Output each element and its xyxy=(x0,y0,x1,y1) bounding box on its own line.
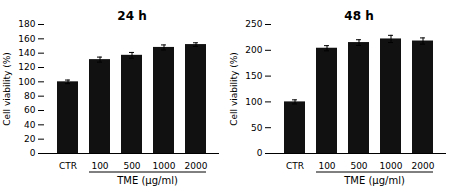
svg-text:500: 500 xyxy=(123,161,140,171)
svg-text:1000: 1000 xyxy=(380,161,403,171)
svg-text:140: 140 xyxy=(18,48,35,58)
svg-text:0: 0 xyxy=(30,148,36,158)
svg-text:24 h: 24 h xyxy=(117,9,146,23)
svg-text:1000: 1000 xyxy=(153,161,176,171)
svg-text:150: 150 xyxy=(245,71,262,81)
svg-text:Cell viability (%): Cell viability (%) xyxy=(2,52,12,126)
svg-text:TME (μg/ml): TME (μg/ml) xyxy=(343,175,405,186)
svg-text:100: 100 xyxy=(18,77,35,87)
svg-text:100: 100 xyxy=(318,161,335,171)
svg-text:20: 20 xyxy=(24,134,36,144)
svg-text:120: 120 xyxy=(18,62,35,72)
svg-text:180: 180 xyxy=(18,19,35,29)
svg-text:Cell viability (%): Cell viability (%) xyxy=(229,52,239,126)
svg-text:2000: 2000 xyxy=(412,161,435,171)
svg-text:0: 0 xyxy=(257,148,263,158)
svg-text:40: 40 xyxy=(24,120,36,130)
svg-text:48 h: 48 h xyxy=(344,9,373,23)
svg-text:60: 60 xyxy=(24,105,36,115)
svg-text:200: 200 xyxy=(245,45,262,55)
svg-text:TME (μg/ml): TME (μg/ml) xyxy=(116,175,178,186)
svg-text:80: 80 xyxy=(24,91,36,101)
svg-text:2000: 2000 xyxy=(185,161,208,171)
svg-text:500: 500 xyxy=(350,161,367,171)
svg-text:50: 50 xyxy=(251,123,263,133)
svg-text:100: 100 xyxy=(245,97,262,107)
svg-text:CTR: CTR xyxy=(59,161,77,171)
svg-text:CTR: CTR xyxy=(286,161,304,171)
svg-text:100: 100 xyxy=(91,161,108,171)
svg-text:250: 250 xyxy=(245,19,262,29)
svg-text:160: 160 xyxy=(18,34,35,44)
